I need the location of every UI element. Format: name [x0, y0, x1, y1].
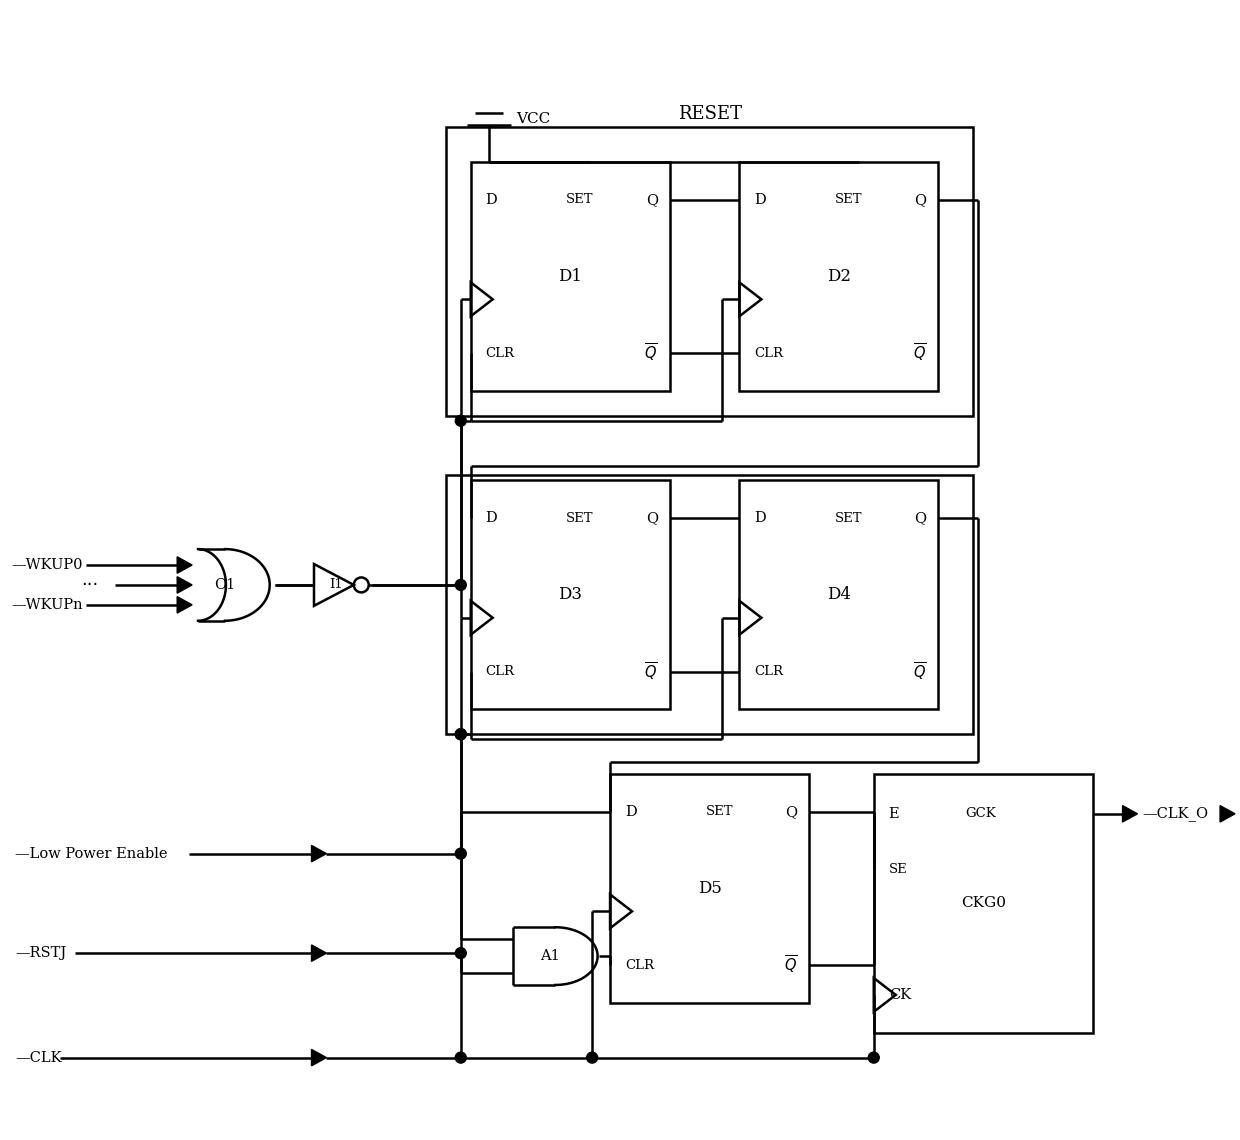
Text: D2: D2 — [827, 268, 851, 285]
Circle shape — [455, 947, 466, 959]
Bar — [874, 774, 1092, 1033]
Text: SET: SET — [706, 805, 733, 819]
Text: ···: ··· — [81, 576, 98, 594]
Text: D4: D4 — [827, 586, 851, 603]
Text: E: E — [889, 807, 899, 821]
Polygon shape — [177, 577, 192, 593]
Circle shape — [455, 415, 466, 426]
Text: —CLK: —CLK — [15, 1051, 62, 1065]
Text: RESET: RESET — [677, 105, 742, 123]
Polygon shape — [198, 549, 269, 621]
Text: A1: A1 — [541, 950, 560, 963]
Bar — [446, 128, 973, 416]
Text: —WKUPn: —WKUPn — [11, 597, 83, 612]
Polygon shape — [177, 556, 192, 573]
Polygon shape — [1220, 806, 1235, 822]
Text: O1: O1 — [215, 578, 236, 592]
Text: SE: SE — [889, 863, 908, 877]
Text: Q: Q — [785, 805, 797, 819]
Text: I1: I1 — [330, 578, 343, 592]
Circle shape — [587, 1052, 598, 1064]
Bar — [446, 475, 973, 734]
Polygon shape — [177, 596, 192, 613]
Text: SET: SET — [835, 512, 863, 524]
Text: GCK: GCK — [966, 807, 997, 821]
Circle shape — [868, 1052, 879, 1064]
Bar — [739, 480, 939, 709]
Bar — [471, 480, 670, 709]
Polygon shape — [513, 927, 598, 985]
Text: D3: D3 — [558, 586, 583, 603]
Text: $\overline{Q}$: $\overline{Q}$ — [784, 954, 797, 976]
Circle shape — [455, 579, 466, 591]
Text: SET: SET — [567, 512, 594, 524]
Text: Q: Q — [914, 511, 926, 526]
Text: D: D — [625, 805, 636, 819]
Text: —RSTJ: —RSTJ — [15, 946, 66, 960]
Text: CLR: CLR — [625, 959, 653, 971]
Text: Q: Q — [914, 193, 926, 206]
Circle shape — [455, 848, 466, 860]
Text: —WKUP0: —WKUP0 — [11, 557, 83, 572]
Text: D: D — [486, 193, 497, 206]
Bar — [610, 774, 808, 1003]
Text: CLR: CLR — [486, 665, 515, 678]
Polygon shape — [311, 1050, 326, 1066]
Text: $\overline{Q}$: $\overline{Q}$ — [913, 660, 926, 683]
Text: SET: SET — [835, 194, 863, 206]
Text: $\overline{Q}$: $\overline{Q}$ — [645, 342, 657, 364]
Text: Q: Q — [646, 511, 657, 526]
Text: SET: SET — [567, 194, 594, 206]
Text: —Low Power Enable: —Low Power Enable — [15, 847, 167, 861]
Bar — [739, 162, 939, 391]
Polygon shape — [311, 945, 326, 961]
Circle shape — [455, 1052, 466, 1064]
Text: CLR: CLR — [754, 347, 784, 359]
Text: D: D — [754, 193, 766, 206]
Text: CKG0: CKG0 — [961, 896, 1006, 911]
Text: D: D — [754, 511, 766, 526]
Polygon shape — [1122, 806, 1137, 822]
Text: CLR: CLR — [754, 665, 784, 678]
Polygon shape — [314, 564, 353, 605]
Circle shape — [455, 728, 466, 740]
Polygon shape — [311, 846, 326, 862]
Bar — [471, 162, 670, 391]
Text: D5: D5 — [698, 880, 722, 897]
Text: D: D — [486, 511, 497, 526]
Text: Q: Q — [646, 193, 657, 206]
Text: CK: CK — [889, 988, 911, 1002]
Text: $\overline{Q}$: $\overline{Q}$ — [913, 342, 926, 364]
Text: CLR: CLR — [486, 347, 515, 359]
Text: —CLK_O: —CLK_O — [1142, 806, 1209, 821]
Text: D1: D1 — [558, 268, 583, 285]
Circle shape — [455, 728, 466, 740]
Text: VCC: VCC — [517, 112, 551, 127]
Text: $\overline{Q}$: $\overline{Q}$ — [645, 660, 657, 683]
